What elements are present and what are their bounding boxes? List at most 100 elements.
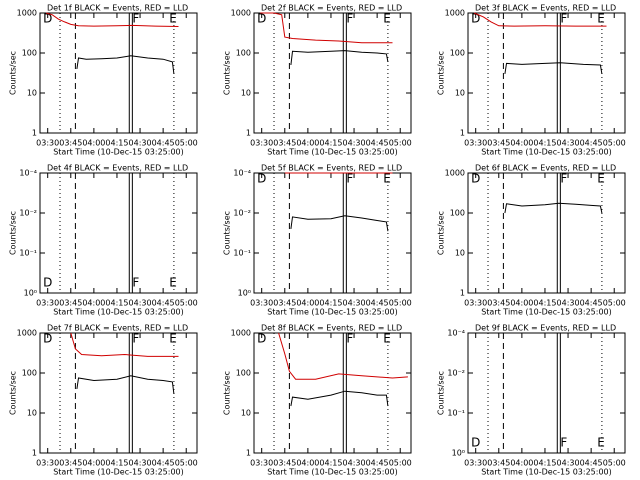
x-axis-label: Start Time (10-Dec-15 03:25:00) — [53, 148, 184, 157]
y-tick-label: 10⁻⁴ — [19, 169, 37, 178]
x-tick-label: 05:00 — [389, 459, 412, 468]
x-tick-label: 05:00 — [603, 139, 626, 148]
x-tick-label: 04:30 — [129, 139, 152, 148]
annotation: E — [169, 332, 177, 346]
x-tick-label: 04:45 — [580, 299, 603, 308]
y-tick-label: 1000 — [231, 329, 251, 338]
annotation: D — [471, 12, 480, 26]
annotation: D — [257, 332, 266, 346]
series-line — [76, 55, 175, 74]
x-tick-label: 04:30 — [557, 459, 580, 468]
x-tick-label: 04:45 — [152, 459, 175, 468]
y-tick-label: 1000 — [445, 9, 465, 18]
chart-title: Det 3f BLACK = Events, RED = LLD — [475, 4, 616, 13]
y-axis-label: Counts/sec — [223, 51, 232, 95]
plot-frame — [39, 12, 198, 134]
chart-title: Det 8f BLACK = Events, RED = LLD — [261, 324, 402, 333]
y-tick-label: 10 — [27, 89, 37, 98]
y-tick-label: 100 — [450, 209, 465, 218]
annotation: F — [560, 12, 567, 26]
x-axis-label: Start Time (10-Dec-15 03:25:00) — [267, 148, 398, 157]
y-axis-label: Counts/sec — [9, 371, 18, 415]
x-axis-label: Start Time (10-Dec-15 03:25:00) — [481, 308, 612, 317]
x-tick-label: 04:00 — [510, 139, 533, 148]
y-tick-label: 1 — [460, 129, 465, 138]
x-tick-label: 03:45 — [273, 299, 296, 308]
y-tick-label: 10⁻¹ — [19, 249, 37, 258]
x-tick-label: 04:30 — [557, 139, 580, 148]
x-tick-label: 04:15 — [105, 299, 128, 308]
x-tick-label: 03:30 — [250, 299, 273, 308]
y-tick-label: 10⁻² — [233, 209, 251, 218]
x-axis-label: Start Time (10-Dec-15 03:25:00) — [53, 468, 184, 477]
annotation: F — [346, 12, 353, 26]
annotation: D — [43, 332, 52, 346]
annotation: E — [383, 12, 391, 26]
annotation: D — [471, 436, 480, 450]
annotation: D — [257, 12, 266, 26]
x-tick-label: 03:30 — [36, 459, 59, 468]
y-tick-label: 10⁻⁴ — [447, 329, 465, 338]
annotation: F — [132, 276, 139, 290]
x-tick-label: 03:30 — [464, 459, 487, 468]
x-tick-label: 03:45 — [273, 459, 296, 468]
y-tick-label: 10⁻¹ — [447, 409, 465, 418]
x-tick-label: 04:00 — [82, 139, 105, 148]
x-tick-label: 05:00 — [175, 459, 198, 468]
annotation: F — [132, 12, 139, 26]
y-tick-label: 1000 — [17, 329, 37, 338]
x-tick-label: 05:00 — [175, 139, 198, 148]
x-tick-label: 05:00 — [603, 459, 626, 468]
y-tick-label: 10 — [27, 409, 37, 418]
x-tick-label: 04:15 — [319, 139, 342, 148]
x-tick-label: 05:00 — [175, 299, 198, 308]
x-tick-label: 04:15 — [533, 459, 556, 468]
y-tick-label: 1 — [246, 449, 251, 458]
x-axis-label: Start Time (10-Dec-15 03:25:00) — [267, 468, 398, 477]
x-tick-label: 04:45 — [366, 459, 389, 468]
series-line — [504, 62, 603, 74]
x-tick-label: 05:00 — [603, 299, 626, 308]
x-tick-label: 03:45 — [59, 299, 82, 308]
x-tick-label: 04:15 — [105, 139, 128, 148]
x-axis-label: Start Time (10-Dec-15 03:25:00) — [481, 468, 612, 477]
chart-title: Det 5f BLACK = Events, RED = LLD — [261, 164, 402, 173]
series-line — [70, 332, 179, 357]
x-tick-label: 04:00 — [296, 139, 319, 148]
x-tick-label: 05:00 — [389, 139, 412, 148]
y-tick-label: 10 — [455, 249, 465, 258]
y-tick-label: 10⁻⁴ — [233, 169, 251, 178]
y-tick-label: 10⁻¹ — [233, 249, 251, 258]
y-axis-label: Counts/sec — [437, 51, 446, 95]
y-tick-label: 100 — [236, 369, 251, 378]
x-axis-label: Start Time (10-Dec-15 03:25:00) — [267, 308, 398, 317]
x-tick-label: 04:30 — [129, 459, 152, 468]
annotation: E — [383, 332, 391, 346]
y-tick-label: 1000 — [17, 9, 37, 18]
annotation: E — [169, 276, 177, 290]
x-axis-label: Start Time (10-Dec-15 03:25:00) — [53, 308, 184, 317]
x-tick-label: 04:45 — [366, 299, 389, 308]
x-tick-label: 03:45 — [487, 459, 510, 468]
y-tick-label: 10⁰ — [24, 289, 37, 298]
annotation: E — [169, 12, 177, 26]
chart-title: Det 9f BLACK = Events, RED = LLD — [475, 324, 616, 333]
annotation: E — [597, 172, 605, 186]
x-tick-label: 04:00 — [296, 459, 319, 468]
series-line — [504, 202, 603, 214]
x-tick-label: 04:15 — [533, 139, 556, 148]
x-tick-label: 04:30 — [343, 299, 366, 308]
annotation: F — [560, 436, 567, 450]
y-tick-label: 100 — [450, 49, 465, 58]
series-line — [290, 50, 389, 66]
x-tick-label: 03:30 — [464, 299, 487, 308]
y-tick-label: 10⁻² — [19, 209, 37, 218]
y-tick-label: 10 — [241, 409, 251, 418]
x-tick-label: 04:00 — [82, 459, 105, 468]
y-axis-label: Counts/sec — [9, 51, 18, 95]
y-tick-label: 10⁰ — [238, 289, 251, 298]
chart-title: Det 4f BLACK = Events, RED = LLD — [47, 164, 188, 173]
plot-frame — [39, 332, 198, 454]
plot-frame — [467, 172, 626, 294]
